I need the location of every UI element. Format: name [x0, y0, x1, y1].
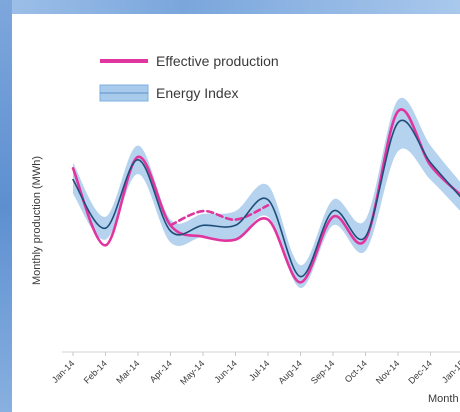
x-tick-label: Jan-15 — [440, 358, 460, 385]
series-lines-layer — [71, 108, 460, 284]
energy-index-band-layer — [73, 97, 460, 289]
effective-production-dashed-line — [169, 204, 270, 227]
x-axis-label: Month — [428, 393, 459, 405]
background-strip-top — [0, 0, 460, 14]
x-tick-label: Feb-14 — [82, 358, 109, 385]
x-tick-label: Jul-14 — [247, 358, 271, 382]
legend-label-effective-production: Effective production — [156, 53, 279, 69]
x-tick-label: Sep-14 — [309, 358, 337, 386]
x-tick-labels: Jan-14 Feb-14 Mar-14 Apr-14 May-14 Jun-14 Jul-… — [50, 352, 460, 387]
x-tick-label: Jan-14 — [50, 358, 77, 385]
effective-production-line — [71, 108, 460, 284]
x-tick-label: Nov-14 — [374, 358, 402, 386]
x-tick-label: Mar-14 — [114, 358, 141, 385]
x-tick-label: May-14 — [178, 358, 206, 386]
x-tick-label: Jun-14 — [212, 358, 239, 385]
x-tick-label: Aug-14 — [276, 358, 304, 386]
x-tick-label: Apr-14 — [148, 358, 174, 384]
y-axis-label: Monthly production (MWh) — [31, 156, 43, 285]
x-tick-label: Dec-14 — [406, 358, 434, 386]
background-strip-left — [0, 0, 12, 412]
x-tick-label: Oct-14 — [343, 358, 369, 384]
energy-index-line — [72, 119, 460, 278]
energy-index-band — [73, 97, 460, 289]
legend-label-energy-index: Energy Index — [156, 85, 239, 101]
legend: Effective production Energy Index — [99, 53, 279, 102]
